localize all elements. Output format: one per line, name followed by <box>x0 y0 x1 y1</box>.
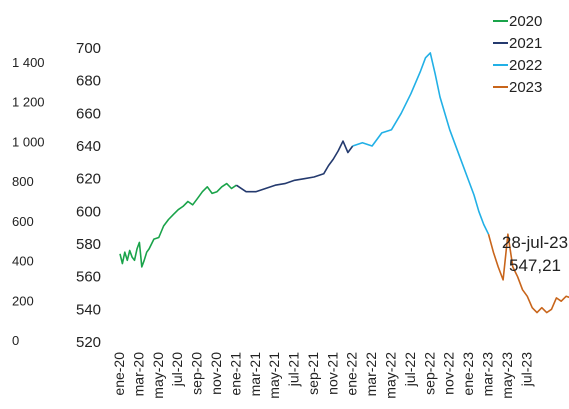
x-axis-tick-label: ene-20 <box>111 352 127 396</box>
legend-label-2023: 2023 <box>509 79 542 96</box>
x-axis-tick-label: jul-21 <box>286 352 302 387</box>
series-line-2020 <box>119 182 237 268</box>
x-axis-labels: ene-20 mar-20 may-20 jul-20 sep-20 nov-20 ene-… <box>111 352 534 399</box>
y-axis-tick-label: 640 <box>76 138 101 155</box>
y-axis-tick-label: 680 <box>76 73 101 90</box>
x-axis-tick-label: may-23 <box>499 352 515 399</box>
x-axis-tick-label: ene-23 <box>460 352 476 396</box>
legend: 2020 2021 2022 2023 <box>493 13 542 96</box>
y-axis-tick-label: 620 <box>76 171 101 188</box>
left-axis-tick-label: 1 000 <box>12 134 45 149</box>
x-axis-tick-label: jul-22 <box>402 352 418 387</box>
y-axis-tick-label: 540 <box>76 301 101 318</box>
x-axis-tick-label: may-22 <box>383 352 399 399</box>
legend-label-2020: 2020 <box>509 13 542 30</box>
x-axis-tick-label: jul-20 <box>169 352 185 387</box>
x-axis-tick-label: ene-21 <box>227 352 243 396</box>
series-line-2021 <box>235 140 354 193</box>
x-axis-tick-label: nov-22 <box>441 352 457 395</box>
left-axis-labels: 1 400 1 200 1 000 800 600 400 200 0 <box>12 55 45 348</box>
x-axis-tick-label: mar-22 <box>363 352 379 397</box>
y-axis-tick-label: 560 <box>76 269 101 286</box>
x-axis-tick-label: nov-20 <box>208 352 224 395</box>
annotation-date: 28-jul-23 <box>502 233 568 252</box>
x-axis-tick-label: ene-22 <box>344 352 360 396</box>
annotation: 28-jul-23 547,21 <box>502 233 568 275</box>
left-axis-tick-label: 1 400 <box>12 55 45 70</box>
series-line-2022 <box>352 52 490 235</box>
x-axis-tick-label: nov-21 <box>324 352 340 395</box>
x-axis-tick-label: may-21 <box>266 352 282 399</box>
y-axis-tick-label: 520 <box>76 334 101 351</box>
x-axis-tick-label: sep-20 <box>189 352 205 395</box>
y-axis-tick-label: 580 <box>76 236 101 253</box>
left-axis-tick-label: 800 <box>12 174 34 189</box>
series-lines <box>119 52 569 314</box>
left-axis-tick-label: 0 <box>12 333 19 348</box>
x-axis-tick-label: jul-23 <box>518 352 534 387</box>
y-axis-tick-label: 600 <box>76 203 101 220</box>
x-axis-tick-label: mar-21 <box>247 352 263 397</box>
left-axis-tick-label: 400 <box>12 254 34 269</box>
y-axis-tick-label: 660 <box>76 105 101 122</box>
y-axis-tick-label: 700 <box>76 40 101 57</box>
series-line-2023 <box>487 233 569 314</box>
x-axis-tick-label: sep-21 <box>305 352 321 395</box>
left-axis-tick-label: 1 200 <box>12 95 45 110</box>
left-axis-tick-label: 200 <box>12 293 34 308</box>
legend-label-2021: 2021 <box>509 35 542 52</box>
x-axis-tick-label: mar-20 <box>130 352 146 397</box>
x-axis-tick-label: mar-23 <box>480 352 496 397</box>
left-axis-tick-label: 600 <box>12 214 34 229</box>
x-axis-tick-label: may-20 <box>150 352 166 399</box>
x-axis-tick-label: sep-22 <box>421 352 437 395</box>
legend-label-2022: 2022 <box>509 57 542 74</box>
annotation-value: 547,21 <box>509 256 561 275</box>
primary-y-axis-labels: 520 540 560 580 600 620 640 660 680 700 <box>76 40 101 351</box>
